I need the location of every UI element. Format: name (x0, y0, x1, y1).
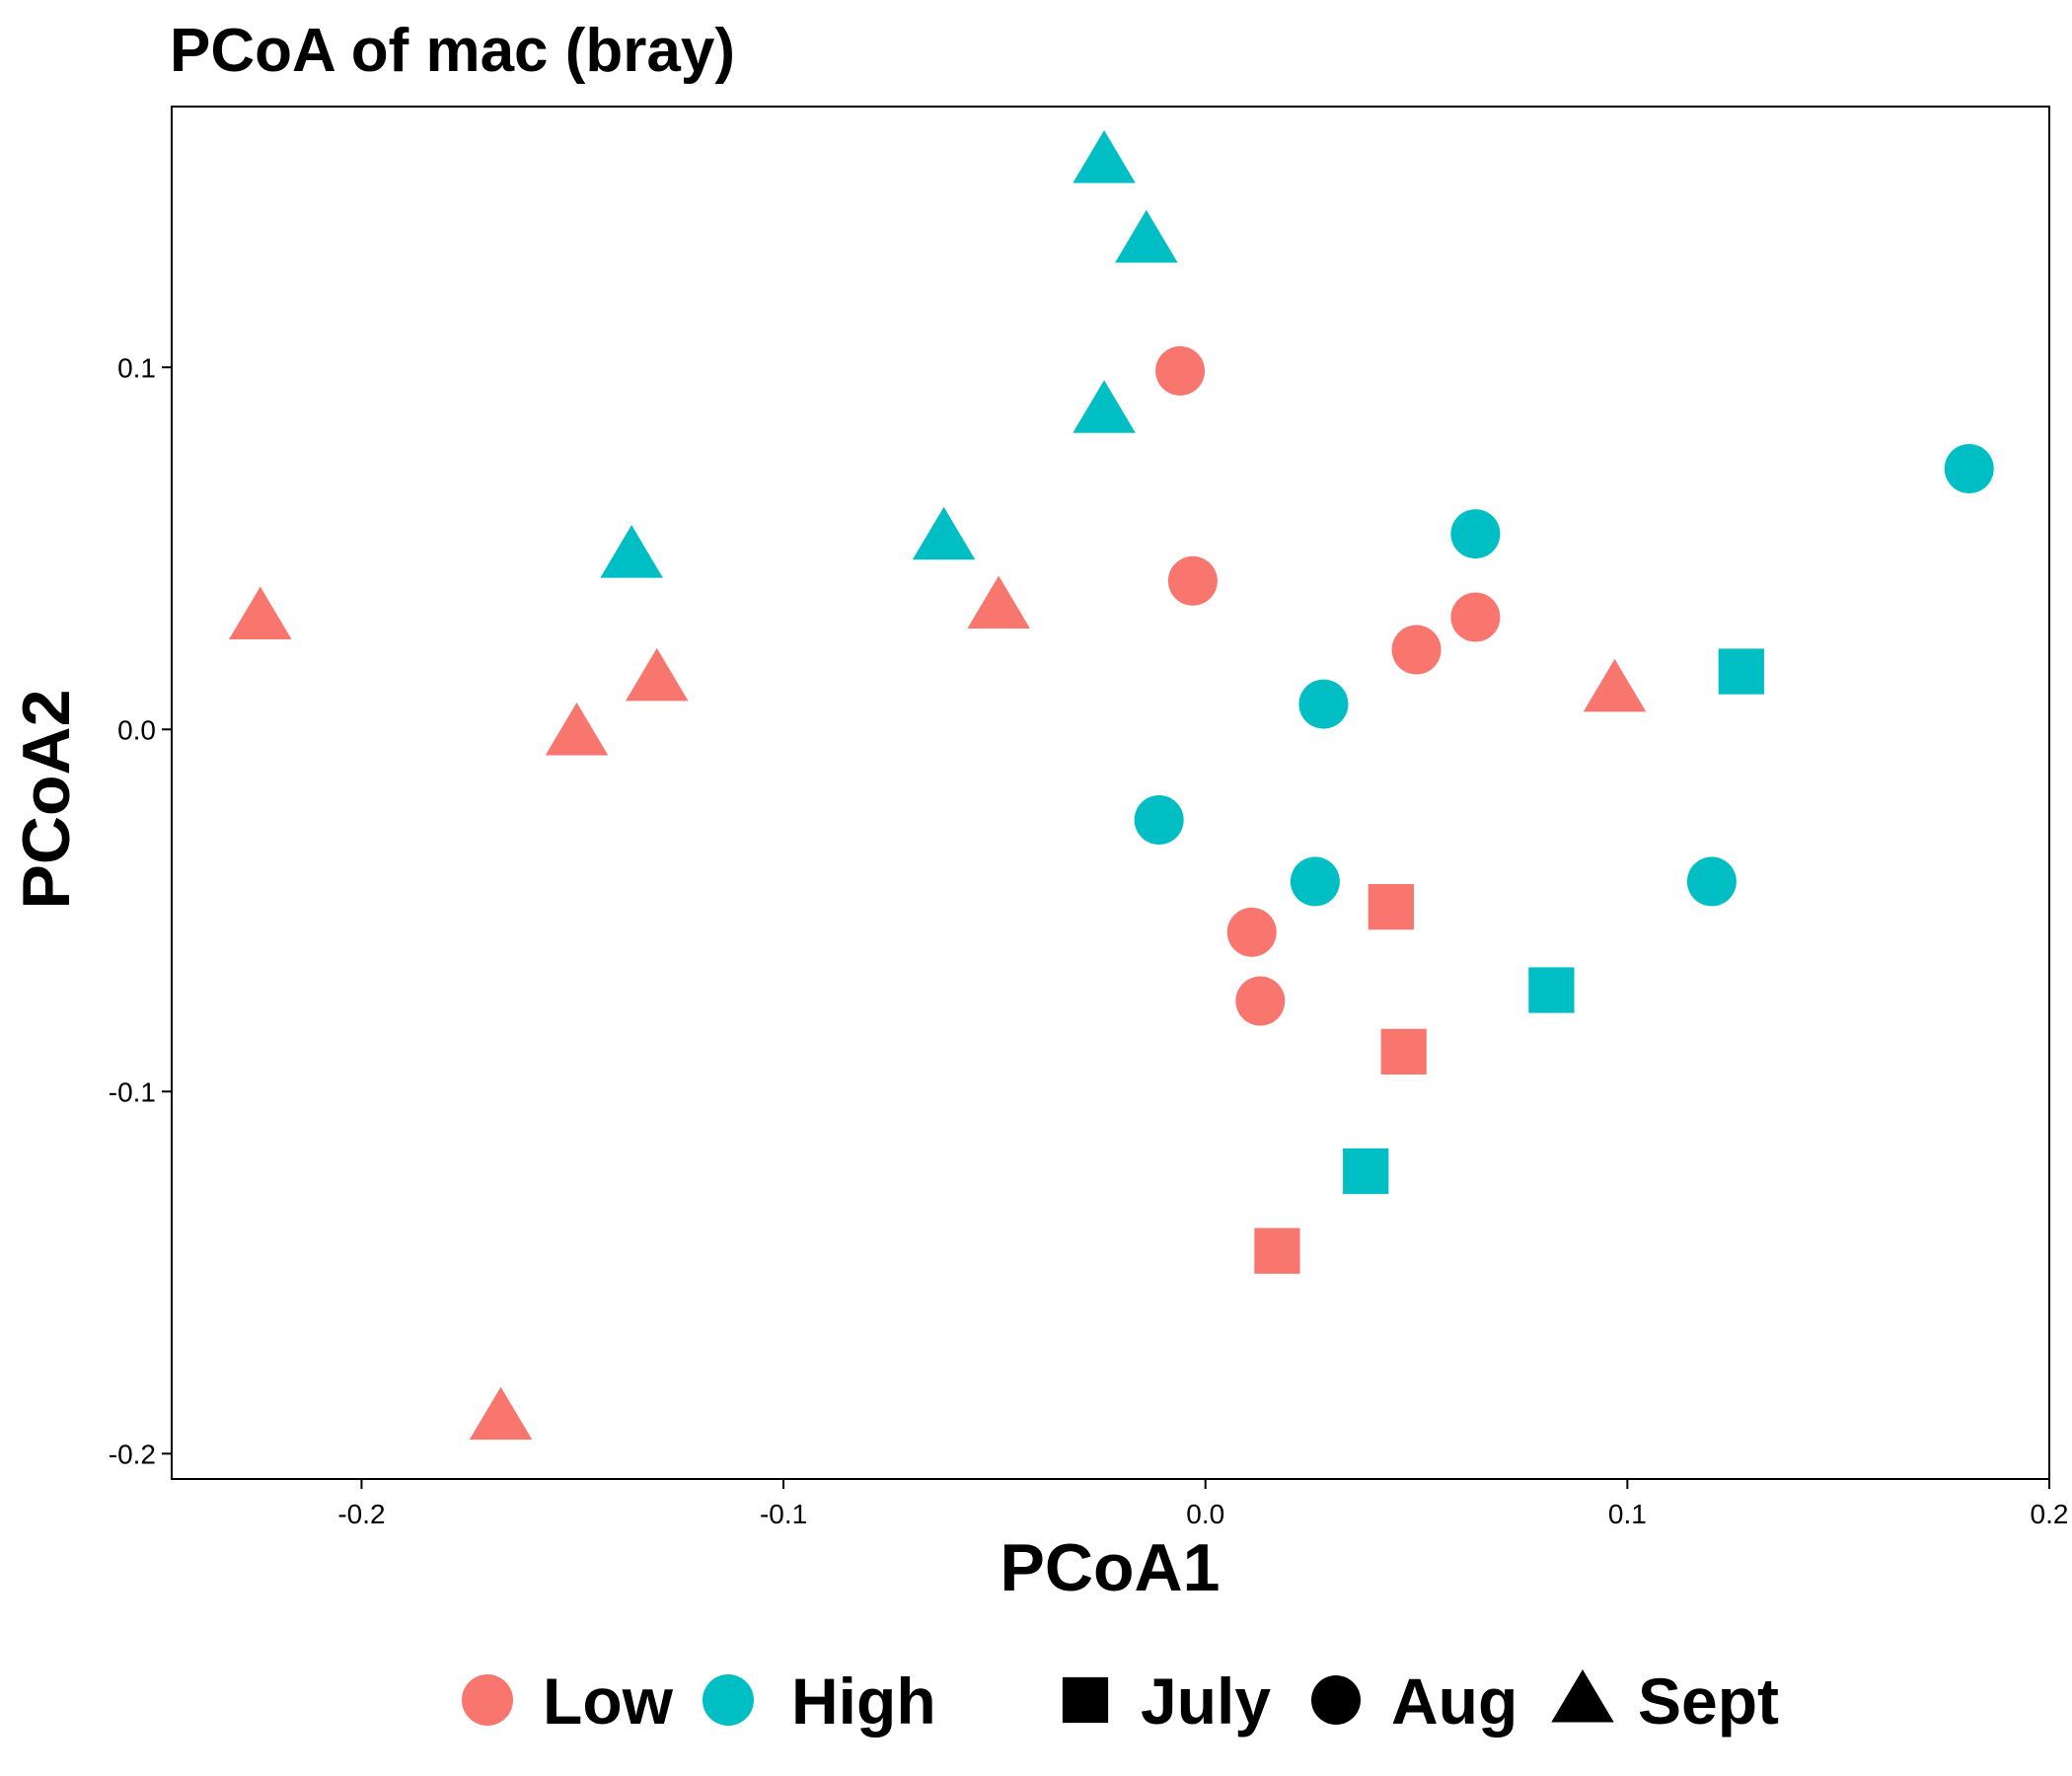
y-tick-label: -0.1 (109, 1076, 156, 1107)
data-point (1073, 380, 1136, 433)
data-point (1391, 625, 1442, 675)
legend-shape-key (1311, 1675, 1361, 1725)
data-point (1450, 509, 1501, 559)
data-points (229, 130, 1994, 1441)
data-point (1115, 209, 1178, 263)
data-point (545, 702, 609, 756)
x-tick-label: -0.2 (337, 1499, 385, 1529)
legend-shape-key (1551, 1669, 1614, 1723)
data-point (1380, 1028, 1427, 1075)
data-point (1155, 345, 1206, 396)
legend-shape-label: July (1141, 1665, 1271, 1738)
legend: Low High July Aug Sept (462, 1665, 1779, 1738)
plot-frame (171, 106, 2050, 1480)
data-point (1134, 795, 1184, 846)
legend-color-key (462, 1674, 513, 1726)
data-point (1167, 555, 1218, 606)
legend-shape-label: Sept (1638, 1665, 1779, 1738)
data-point (1254, 1227, 1300, 1274)
data-point (1073, 130, 1136, 184)
x-axis: -0.2 -0.1 0.0 0.1 0.2 (337, 1479, 2068, 1529)
legend-shape-label: Aug (1391, 1665, 1517, 1738)
legend-color-label: High (791, 1665, 936, 1738)
data-point (1944, 444, 1994, 494)
y-axis-title: PCoA2 (9, 690, 84, 910)
y-axis: -0.2 -0.1 0.0 0.1 (109, 352, 172, 1469)
x-tick-label: 0.0 (1186, 1499, 1224, 1529)
x-tick-label: -0.1 (760, 1499, 807, 1529)
y-tick-label: 0.1 (117, 352, 156, 383)
data-point (1298, 679, 1349, 729)
x-tick-label: 0.2 (2031, 1499, 2069, 1529)
x-tick-label: 0.1 (1608, 1499, 1647, 1529)
data-point (626, 647, 689, 702)
data-point (967, 575, 1030, 629)
legend-color-label: Low (543, 1665, 674, 1738)
data-point (600, 525, 663, 578)
data-point (469, 1386, 533, 1441)
y-tick-label: -0.2 (109, 1439, 156, 1469)
data-point (1290, 856, 1340, 907)
legend-color-key (703, 1674, 754, 1726)
data-point (1718, 648, 1764, 695)
data-point (1226, 907, 1277, 957)
legend-shape-key (1062, 1676, 1109, 1724)
data-point (1686, 856, 1737, 907)
y-tick-label: 0.0 (117, 714, 156, 745)
data-point (1343, 1147, 1389, 1195)
data-point (1528, 967, 1575, 1013)
data-point (1368, 883, 1415, 930)
data-point (1450, 592, 1501, 642)
x-axis-title: PCoA1 (1000, 1530, 1221, 1605)
data-point (229, 586, 292, 639)
chart-title: PCoA of mac (bray) (170, 17, 735, 85)
data-point (912, 506, 976, 560)
data-point (1235, 976, 1286, 1026)
data-point (1583, 658, 1647, 712)
